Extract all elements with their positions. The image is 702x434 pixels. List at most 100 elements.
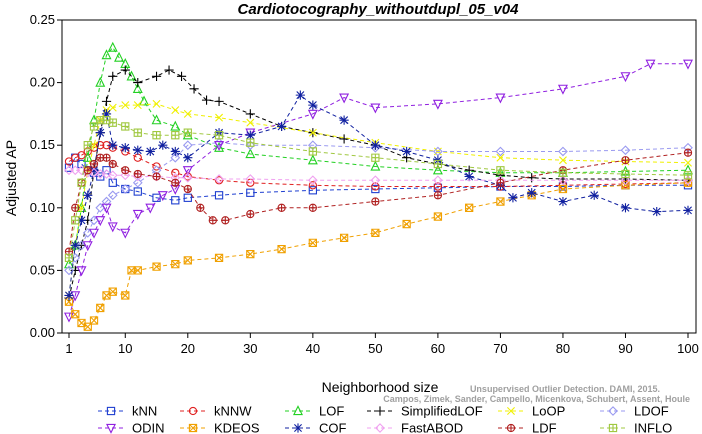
data-point-odin [120, 228, 131, 239]
data-point-knn [246, 188, 255, 197]
data-point-inflo [558, 168, 568, 177]
data-point-inflo [246, 138, 255, 147]
legend-label: kNN [132, 404, 157, 419]
data-point-simplifiedlof [164, 65, 174, 75]
axes-layer: 1 10 20 30 40 50 60 70 80 90 100 0.00 0.05 0.10 0.15 0.… [30, 12, 699, 356]
data-point-ldf [621, 156, 630, 165]
data-point-kdeos [108, 287, 117, 296]
legend-item-kdeos: KDEOS [180, 421, 260, 434]
data-point-lof [126, 70, 137, 81]
data-point-cof [89, 165, 99, 175]
data-point-inflo [108, 118, 117, 127]
data-point-odin [339, 93, 350, 104]
data-point-simplifiedlof [201, 95, 212, 105]
data-point-inflo [683, 171, 693, 180]
data-point-odin [557, 84, 568, 95]
legend-item-simplifiedlof: SimplifiedLOF [367, 404, 483, 419]
data-point-inflo [121, 122, 130, 131]
data-point-ldf [221, 216, 230, 225]
data-point-ldf [108, 159, 117, 169]
data-point-cof [83, 190, 93, 200]
data-point-fastabod [107, 170, 118, 181]
data-point-fastabod [620, 175, 631, 186]
y-tick-label: 0.05 [30, 262, 55, 277]
legend-label: LDF [532, 421, 557, 434]
data-point-knn [152, 193, 161, 202]
data-point-fastabod [64, 165, 74, 176]
data-point-fastabod [95, 169, 106, 179]
data-point-cof [527, 188, 537, 198]
data-point-cof [589, 190, 599, 200]
data-point-kdeos [339, 233, 349, 242]
data-point-lof [170, 120, 181, 131]
data-point-knnw [171, 168, 180, 177]
legend-label: LDOF [634, 404, 669, 419]
legend-item-cof: COF [285, 421, 347, 434]
data-point-odin [214, 141, 225, 152]
legend-marker [507, 407, 515, 415]
data-point-lof [101, 49, 112, 60]
data-point-fastabod [214, 174, 224, 184]
legend-item-lof: LOF [285, 404, 344, 419]
data-point-cof [683, 205, 693, 215]
series-line-odin [68, 63, 688, 317]
data-point-inflo [371, 153, 380, 162]
data-point-kdeos [277, 244, 286, 254]
data-point-knn [77, 159, 86, 169]
data-point-fastabod [558, 175, 568, 186]
data-point-fastabod [307, 175, 318, 186]
data-point-fastabod [101, 169, 112, 179]
data-point-ldf [371, 197, 380, 206]
legend-item-loop: LoOP [498, 404, 565, 419]
data-point-knnw [371, 182, 380, 191]
data-point-cof [652, 206, 662, 217]
x-tick-label: 30 [243, 341, 257, 356]
plot-frame [61, 19, 697, 334]
x-tick-label: 90 [618, 341, 632, 356]
data-point-cof [158, 140, 168, 150]
data-point-loop [246, 118, 255, 127]
data-point-ldf [433, 191, 443, 200]
data-point-lof [107, 41, 118, 52]
data-point-cof [183, 153, 193, 163]
watermark-line-2: Campos, Zimek, Sander, Campello, Micenko… [383, 394, 690, 404]
series-inflo [64, 116, 693, 263]
data-point-lof [151, 114, 162, 125]
legend-marker [106, 406, 116, 416]
data-point-inflo [496, 166, 505, 175]
data-point-ldof [620, 145, 631, 156]
data-point-simplifiedlof [189, 84, 199, 94]
y-axis-label: Adjusted AP [3, 140, 19, 216]
data-point-lof [132, 83, 143, 94]
data-point-kdeos [183, 256, 192, 265]
data-point-odin [683, 59, 693, 70]
data-point-cof [76, 215, 87, 225]
x-tick-label: 80 [556, 341, 570, 356]
data-point-kdeos [214, 253, 224, 263]
data-point-loop [684, 158, 692, 167]
data-point-cof [64, 290, 74, 301]
data-point-loop [183, 109, 192, 118]
data-point-odin [76, 266, 87, 277]
data-point-ldf [496, 178, 505, 187]
data-point-fastabod [433, 175, 443, 186]
data-point-odin [432, 99, 443, 110]
legend-item-knnw: kNNW [180, 404, 252, 419]
data-point-knn [371, 184, 380, 194]
data-point-inflo [152, 131, 161, 140]
legend-label: LoOP [532, 404, 565, 419]
data-point-ldf [683, 148, 693, 157]
data-point-lof [432, 164, 443, 175]
series-line-ldof [68, 142, 689, 271]
data-point-kdeos [152, 262, 161, 271]
data-point-lof [307, 154, 318, 165]
data-point-fastabod [182, 172, 193, 183]
legend-marker [608, 423, 618, 433]
data-point-kdeos [558, 184, 568, 194]
legend-marker [608, 406, 618, 416]
data-point-odin [620, 72, 631, 83]
data-point-cof [120, 143, 130, 153]
data-point-ldof [433, 146, 443, 157]
data-point-knn [133, 187, 142, 196]
data-point-cof [133, 145, 143, 155]
